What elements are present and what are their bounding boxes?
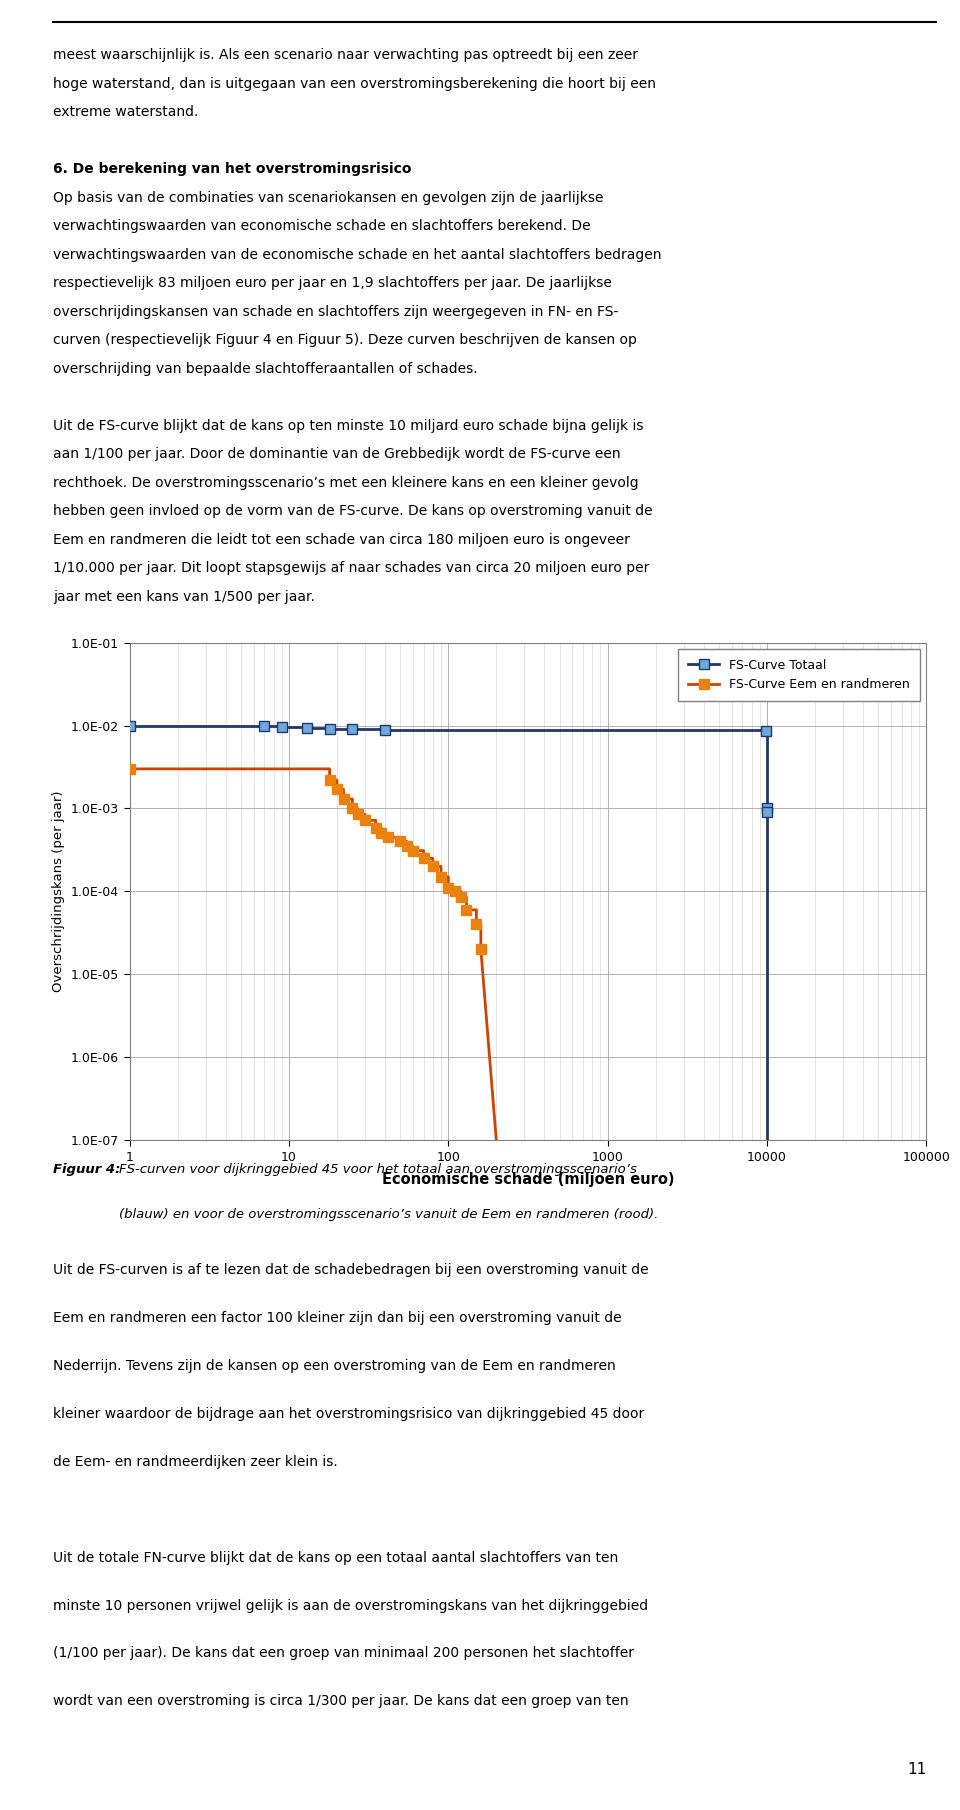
Text: Uit de totale FN-curve blijkt dat de kans op een totaal aantal slachtoffers van : Uit de totale FN-curve blijkt dat de kan… [53,1551,618,1564]
Text: verwachtingswaarden van de economische schade en het aantal slachtoffers bedrage: verwachtingswaarden van de economische s… [53,248,661,262]
X-axis label: Economische schade (miljoen euro): Economische schade (miljoen euro) [382,1173,674,1187]
Text: overschrijding van bepaalde slachtofferaantallen of schades.: overschrijding van bepaalde slachtoffera… [53,362,477,376]
Text: curven (respectievelijk Figuur 4 en Figuur 5). Deze curven beschrijven de kansen: curven (respectievelijk Figuur 4 en Figu… [53,333,636,348]
Legend: FS-Curve Totaal, FS-Curve Eem en randmeren: FS-Curve Totaal, FS-Curve Eem en randmer… [678,648,920,700]
Text: rechthoek. De overstromingsscenario’s met een kleinere kans en een kleiner gevol: rechthoek. De overstromingsscenario’s me… [53,476,638,491]
Text: Figuur 4:: Figuur 4: [53,1164,120,1176]
Text: kleiner waardoor de bijdrage aan het overstromingsrisico van dijkringgebied 45 d: kleiner waardoor de bijdrage aan het ove… [53,1406,644,1421]
Text: overschrijdingskansen van schade en slachtoffers zijn weergegeven in FN- en FS-: overschrijdingskansen van schade en slac… [53,304,618,319]
Text: Uit de FS-curven is af te lezen dat de schadebedragen bij een overstroming vanui: Uit de FS-curven is af te lezen dat de s… [53,1263,648,1276]
Text: meest waarschijnlijk is. Als een scenario naar verwachting pas optreedt bij een : meest waarschijnlijk is. Als een scenari… [53,49,637,62]
Text: de Eem- en randmeerdijken zeer klein is.: de Eem- en randmeerdijken zeer klein is. [53,1455,338,1468]
Text: extreme waterstand.: extreme waterstand. [53,105,198,119]
Text: 11: 11 [907,1763,926,1777]
Text: hebben geen invloed op de vorm van de FS-curve. De kans op overstroming vanuit d: hebben geen invloed op de vorm van de FS… [53,505,653,518]
Text: jaar met een kans van 1/500 per jaar.: jaar met een kans van 1/500 per jaar. [53,590,315,605]
Text: Op basis van de combinaties van scenariokansen en gevolgen zijn de jaarlijkse: Op basis van de combinaties van scenario… [53,190,603,205]
Text: Eem en randmeren een factor 100 kleiner zijn dan bij een overstroming vanuit de: Eem en randmeren een factor 100 kleiner … [53,1310,621,1325]
Text: aan 1/100 per jaar. Door de dominantie van de Grebbedijk wordt de FS-curve een: aan 1/100 per jaar. Door de dominantie v… [53,447,620,462]
Text: hoge waterstand, dan is uitgegaan van een overstromingsberekening die hoort bij : hoge waterstand, dan is uitgegaan van ee… [53,76,656,91]
Text: (1/100 per jaar). De kans dat een groep van minimaal 200 personen het slachtoffe: (1/100 per jaar). De kans dat een groep … [53,1647,634,1660]
Text: Uit de FS-curve blijkt dat de kans op ten minste 10 miljard euro schade bijna ge: Uit de FS-curve blijkt dat de kans op te… [53,418,643,433]
Text: (blauw) en voor de overstromingsscenario’s vanuit de Eem en randmeren (rood).: (blauw) en voor de overstromingsscenario… [119,1209,659,1222]
Text: FS-curven voor dijkringgebied 45 voor het totaal aan overstromingsscenario’s: FS-curven voor dijkringgebied 45 voor he… [119,1164,636,1176]
Text: 1/10.000 per jaar. Dit loopt stapsgewijs af naar schades van circa 20 miljoen eu: 1/10.000 per jaar. Dit loopt stapsgewijs… [53,561,649,576]
Text: wordt van een overstroming is circa 1/300 per jaar. De kans dat een groep van te: wordt van een overstroming is circa 1/30… [53,1694,629,1709]
Text: respectievelijk 83 miljoen euro per jaar en 1,9 slachtoffers per jaar. De jaarli: respectievelijk 83 miljoen euro per jaar… [53,277,612,290]
Y-axis label: Overschrijdingskans (per jaar): Overschrijdingskans (per jaar) [53,791,65,992]
Text: 6. De berekening van het overstromingsrisico: 6. De berekening van het overstromingsri… [53,163,411,176]
Text: Eem en randmeren die leidt tot een schade van circa 180 miljoen euro is ongeveer: Eem en randmeren die leidt tot een schad… [53,532,630,547]
Text: minste 10 personen vrijwel gelijk is aan de overstromingskans van het dijkringge: minste 10 personen vrijwel gelijk is aan… [53,1598,648,1613]
Text: verwachtingswaarden van economische schade en slachtoffers berekend. De: verwachtingswaarden van economische scha… [53,219,590,233]
Text: Nederrijn. Tevens zijn de kansen op een overstroming van de Eem en randmeren: Nederrijn. Tevens zijn de kansen op een … [53,1359,615,1372]
